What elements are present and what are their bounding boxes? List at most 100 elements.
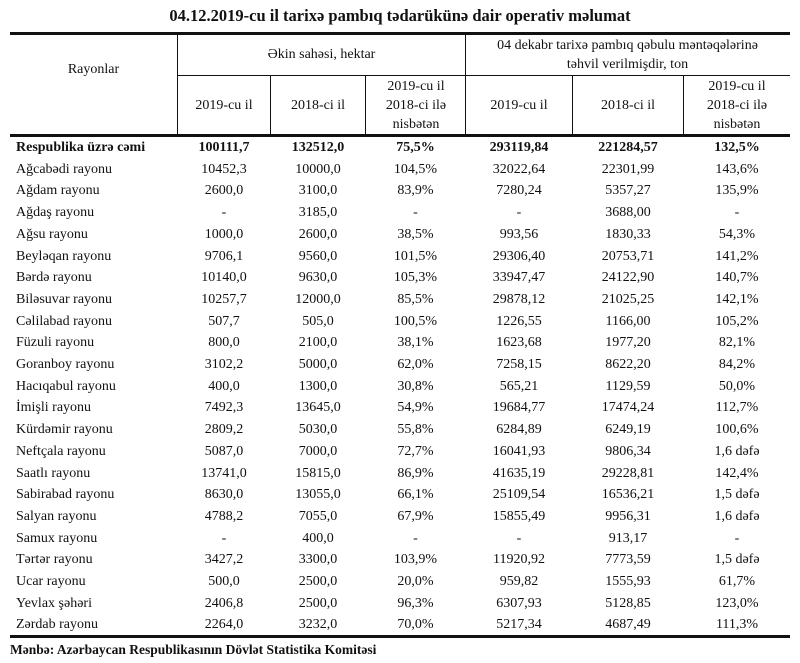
area-2019: 10140,0 bbox=[201, 270, 247, 286]
subheader-area-ratio: 2019-cu il 2018-ci ilə nisbətən bbox=[385, 78, 447, 132]
delivered-2018: 8622,20 bbox=[605, 357, 651, 372]
area-2019: 8630,0 bbox=[204, 487, 244, 503]
district-name: Beyləqan rayonu bbox=[16, 248, 112, 264]
delivered-2019: 5217,34 bbox=[496, 617, 542, 633]
area-ratio: 104,5% bbox=[393, 161, 438, 177]
district-name: Füzuli rayonu bbox=[16, 335, 95, 351]
delivered-2018: 7773,59 bbox=[605, 552, 651, 568]
delivered-2019: 32022,64 bbox=[492, 161, 546, 177]
table-top-rule bbox=[10, 32, 790, 35]
district-name: Ağdam rayonu bbox=[16, 183, 100, 199]
district-name: Goranboy rayonu bbox=[16, 357, 115, 372]
district-name: Yevlax şəhəri bbox=[16, 595, 92, 611]
delivered-ratio: - bbox=[734, 205, 740, 221]
area-2018: 3100,0 bbox=[298, 183, 338, 199]
area-2019: 5087,0 bbox=[204, 443, 244, 459]
area-ratio: 83,9% bbox=[397, 183, 434, 199]
delivered-2019: 993,56 bbox=[499, 226, 539, 242]
table-row: Ağcabədi rayonu 10452,3 10000,0 104,5% 32022… bbox=[10, 159, 790, 181]
area-2019: 10452,3 bbox=[201, 161, 247, 177]
table-row: Sabirabad rayonu 8630,0 13055,0 66,1% 25109,… bbox=[10, 484, 790, 506]
table-row: Beyləqan rayonu 9706,1 9560,0 101,5% 29306,4… bbox=[10, 246, 790, 268]
page-title: 04.12.2019-cu il tarixə pambıq tədarükün… bbox=[169, 6, 631, 25]
delivered-ratio: 1,6 dəfə bbox=[714, 508, 760, 524]
area-ratio: - bbox=[413, 530, 418, 546]
area-2019: 500,0 bbox=[208, 574, 240, 589]
area-2019: 9706,1 bbox=[204, 248, 244, 264]
area-ratio: 101,5% bbox=[393, 248, 438, 264]
area-2019: 100111,7 bbox=[198, 140, 250, 155]
district-name: Zərdab rayonu bbox=[16, 617, 99, 633]
area-2018: 132512,0 bbox=[291, 140, 345, 155]
header-bottom-rule bbox=[10, 134, 790, 137]
area-2018: 9630,0 bbox=[298, 270, 338, 286]
district-name: Ağsu rayonu bbox=[16, 226, 88, 242]
delivered-2018: 913,17 bbox=[608, 530, 648, 546]
delivered-2018: 4687,49 bbox=[605, 617, 651, 633]
source-note: Mənbə: Azərbaycan Respublikasının Dövlət… bbox=[10, 642, 377, 657]
district-name: Neftçala rayonu bbox=[16, 443, 106, 459]
delivered-2019: 29878,12 bbox=[492, 291, 546, 307]
subheader-delivered-2018: 2018-ci il bbox=[600, 97, 656, 113]
delivered-2019: 41635,19 bbox=[492, 465, 546, 481]
group-header-delivered: 04 dekabr tarixə pambıq qəbulu məntəqələ… bbox=[497, 37, 758, 72]
table-bottom-rule bbox=[10, 635, 790, 638]
delivered-2019: - bbox=[516, 205, 522, 221]
area-2018: 13645,0 bbox=[295, 400, 341, 416]
area-2019: 400,0 bbox=[208, 378, 240, 394]
delivered-ratio: 140,7% bbox=[715, 270, 759, 286]
district-name: Samux rayonu bbox=[16, 530, 98, 546]
area-ratio: 105,3% bbox=[393, 270, 438, 286]
divider bbox=[177, 34, 178, 135]
delivered-2019: 959,82 bbox=[499, 574, 539, 589]
district-name: Respublika üzrə cəmi bbox=[16, 140, 146, 155]
delivered-2019: 7258,15 bbox=[496, 357, 542, 372]
delivered-2018: 1830,33 bbox=[605, 226, 651, 242]
delivered-ratio: - bbox=[734, 530, 740, 546]
area-ratio: 62,0% bbox=[397, 357, 434, 372]
delivered-2018: 221284,57 bbox=[598, 140, 658, 155]
area-2018: 12000,0 bbox=[295, 291, 341, 307]
divider bbox=[465, 34, 466, 135]
delivered-ratio: 54,3% bbox=[718, 226, 756, 242]
delivered-2019: 29306,40 bbox=[492, 248, 546, 264]
area-ratio: - bbox=[413, 205, 418, 221]
delivered-ratio: 132,5% bbox=[714, 140, 760, 155]
subheader-area-2018: 2018-ci il bbox=[290, 97, 346, 113]
subheader-area-2019: 2019-cu il bbox=[195, 97, 253, 113]
table-row: Füzuli rayonu 800,0 2100,0 38,1% 1623,68 1977… bbox=[10, 332, 790, 354]
area-ratio: 75,5% bbox=[396, 140, 435, 155]
area-ratio: 30,8% bbox=[397, 378, 434, 394]
delivered-2018: 9956,31 bbox=[605, 508, 651, 524]
delivered-ratio: 1,5 dəfə bbox=[714, 487, 760, 503]
table-row: Ağdaş rayonu - 3185,0 - - 3688,00 - bbox=[10, 202, 790, 224]
area-2018: 7055,0 bbox=[298, 508, 338, 524]
area-2018: 3232,0 bbox=[298, 617, 338, 633]
area-ratio: 103,9% bbox=[393, 552, 438, 568]
area-2019: 1000,0 bbox=[204, 226, 244, 242]
delivered-2018: 9806,34 bbox=[605, 443, 651, 459]
area-ratio: 86,9% bbox=[397, 465, 434, 481]
subheader-delivered-2019: 2019-cu il bbox=[490, 97, 548, 113]
area-ratio: 70,0% bbox=[397, 617, 434, 633]
district-name: İmişli rayonu bbox=[16, 400, 92, 416]
area-2018: 1300,0 bbox=[298, 378, 338, 394]
area-ratio: 38,5% bbox=[397, 226, 434, 242]
delivered-2019: - bbox=[516, 530, 522, 546]
delivered-2019: 1226,55 bbox=[496, 313, 542, 329]
delivered-ratio: 142,4% bbox=[715, 465, 759, 481]
district-name: Cəlilabad rayonu bbox=[16, 313, 113, 329]
area-2019: 4788,2 bbox=[204, 508, 244, 524]
delivered-ratio: 100,6% bbox=[715, 422, 759, 438]
area-2018: 2600,0 bbox=[298, 226, 338, 242]
area-2018: 9560,0 bbox=[298, 248, 338, 264]
area-2018: 10000,0 bbox=[295, 161, 341, 177]
area-2019: 2809,2 bbox=[204, 422, 244, 438]
area-2019: 13741,0 bbox=[201, 465, 247, 481]
divider bbox=[177, 75, 790, 76]
area-2019: - bbox=[221, 530, 227, 546]
table-row: Ağsu rayonu 1000,0 2600,0 38,5% 993,56 1830,3… bbox=[10, 224, 790, 246]
delivered-2018: 5357,27 bbox=[605, 183, 651, 199]
delivered-ratio: 123,0% bbox=[715, 595, 759, 611]
area-2019: 2600,0 bbox=[204, 183, 244, 199]
